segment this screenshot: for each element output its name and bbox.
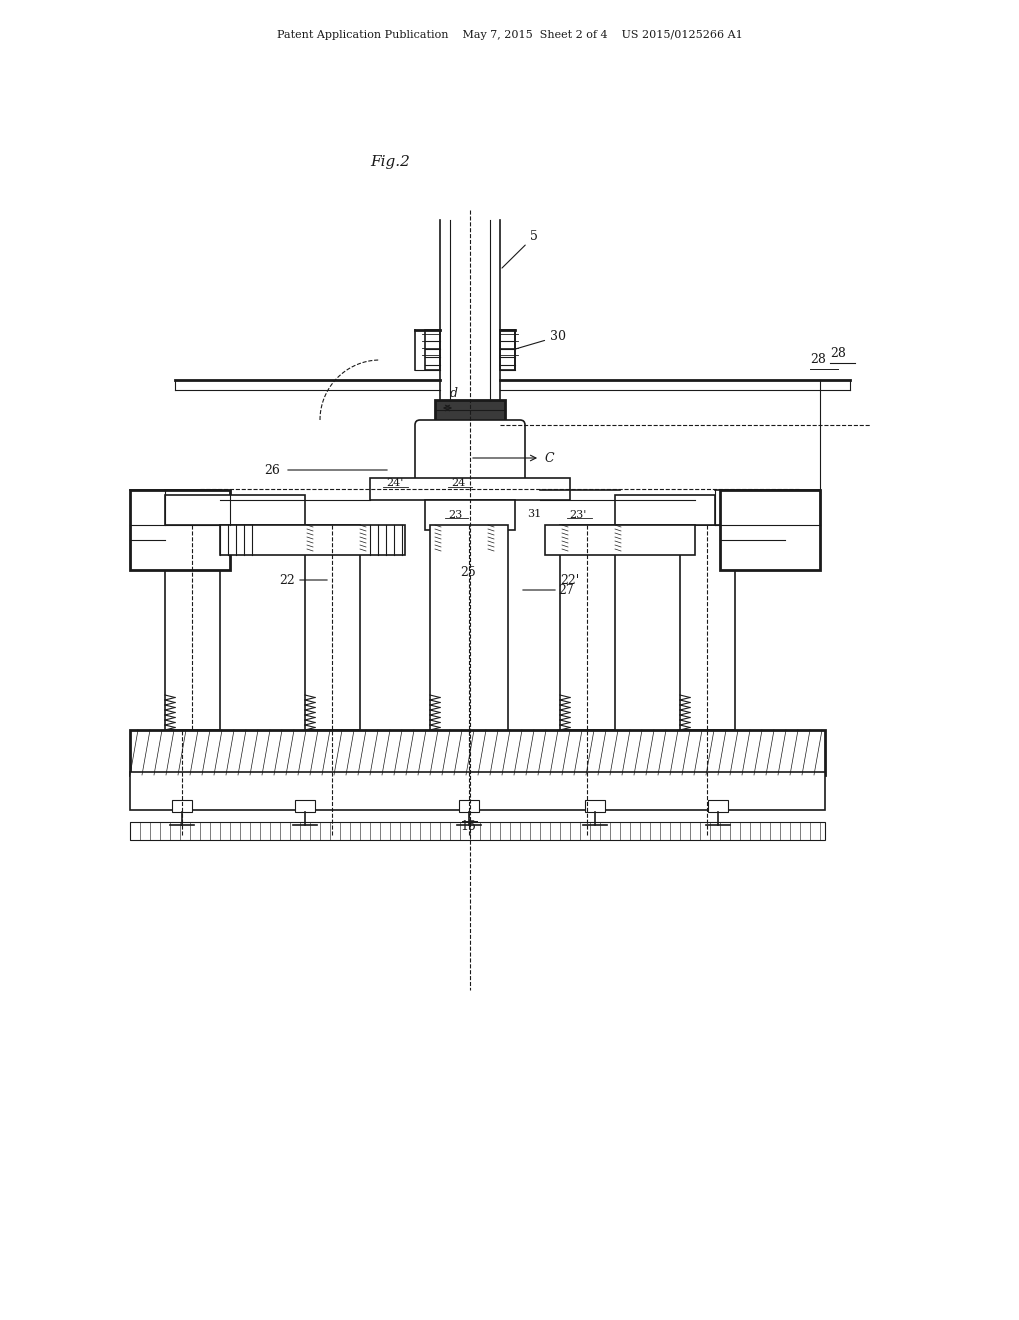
Text: 27: 27	[557, 583, 573, 597]
Bar	[129, 772, 824, 810]
Bar	[129, 730, 824, 775]
Bar	[172, 800, 192, 812]
Text: 24': 24'	[386, 478, 404, 488]
Bar	[459, 800, 479, 812]
Bar	[165, 495, 305, 525]
Bar	[614, 495, 714, 525]
Bar	[430, 525, 507, 750]
Bar	[370, 478, 570, 500]
Text: 30: 30	[515, 330, 566, 350]
Bar	[680, 525, 735, 730]
Text: 28: 28	[809, 352, 825, 366]
Text: C: C	[544, 451, 554, 465]
Bar	[499, 330, 515, 370]
FancyBboxPatch shape	[415, 420, 525, 484]
Bar	[129, 822, 824, 840]
Bar	[220, 525, 405, 554]
Bar	[585, 800, 604, 812]
Bar	[544, 525, 694, 554]
Text: 26: 26	[264, 463, 280, 477]
Text: 22: 22	[279, 573, 294, 586]
Bar	[559, 525, 614, 730]
Text: 28: 28	[829, 347, 845, 360]
Bar	[165, 525, 220, 730]
Text: 25: 25	[460, 565, 476, 578]
Bar	[425, 500, 515, 531]
Bar	[129, 490, 229, 570]
Text: Patent Application Publication    May 7, 2015  Sheet 2 of 4    US 2015/0125266 A: Patent Application Publication May 7, 20…	[277, 30, 742, 40]
Text: 23: 23	[447, 510, 462, 520]
Bar	[294, 800, 315, 812]
Text: 24: 24	[450, 478, 465, 488]
Text: 15: 15	[460, 820, 476, 833]
Text: 23': 23'	[569, 510, 586, 520]
Bar	[719, 490, 819, 570]
Bar	[707, 800, 728, 812]
Text: 5: 5	[501, 230, 537, 268]
Bar	[434, 400, 504, 432]
Bar	[305, 525, 360, 730]
Bar	[425, 330, 439, 370]
Text: Fig.2: Fig.2	[370, 154, 410, 169]
Text: 31: 31	[527, 510, 541, 519]
Text: 22': 22'	[559, 573, 579, 586]
Text: d: d	[449, 387, 458, 400]
